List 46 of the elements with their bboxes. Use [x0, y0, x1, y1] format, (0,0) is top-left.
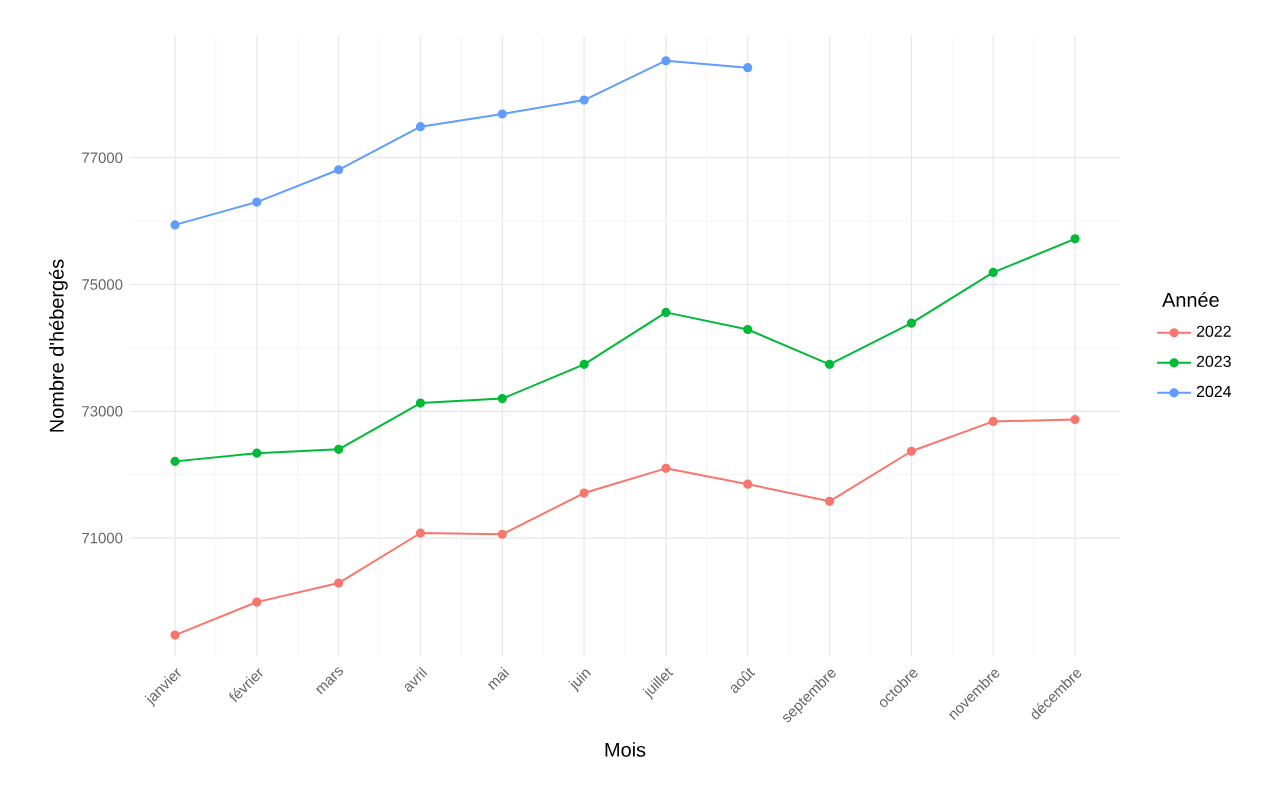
point: [415, 398, 426, 408]
y-tick-label: 77000: [82, 152, 123, 164]
point: [743, 324, 753, 335]
legend-label: 2022: [1196, 325, 1231, 337]
point: [906, 318, 916, 328]
point: [497, 529, 507, 539]
point: [334, 578, 344, 588]
x-tick-label: juin: [568, 669, 592, 693]
point: [170, 220, 180, 230]
point: [824, 359, 835, 369]
point: [170, 456, 180, 466]
y-tick-label: 71000: [82, 532, 123, 544]
x-tick-label: avril: [404, 666, 428, 692]
point: [824, 496, 835, 506]
point: [1070, 234, 1080, 244]
y-tick-label: 73000: [82, 406, 123, 417]
point: [661, 56, 671, 66]
legend-label: 2023: [1196, 355, 1231, 368]
point: [252, 197, 262, 207]
point: [334, 444, 344, 454]
point: [988, 416, 998, 427]
x-tick-label: mai: [488, 666, 510, 690]
point: [988, 267, 998, 278]
point: [579, 488, 589, 498]
legend-label: 2024: [1196, 385, 1232, 398]
point: [415, 528, 426, 538]
x-axis-title: Mois: [605, 742, 646, 757]
point: [661, 307, 671, 317]
point: [415, 122, 426, 132]
point: [906, 446, 916, 456]
legend-title: Année: [1162, 292, 1219, 307]
point: [497, 109, 507, 119]
point: [170, 630, 180, 640]
x-tick-label: août: [730, 668, 756, 694]
y-axis-title: Nombre d'hébergés: [48, 259, 68, 432]
point: [579, 359, 589, 369]
point: [1070, 414, 1080, 425]
point: [252, 448, 262, 458]
point: [334, 165, 344, 175]
point: [743, 63, 753, 73]
point: [579, 95, 589, 105]
point: [743, 479, 753, 489]
point: [661, 463, 671, 473]
point: [252, 597, 262, 607]
y-tick-label: 75000: [82, 279, 123, 290]
point: [497, 394, 507, 404]
